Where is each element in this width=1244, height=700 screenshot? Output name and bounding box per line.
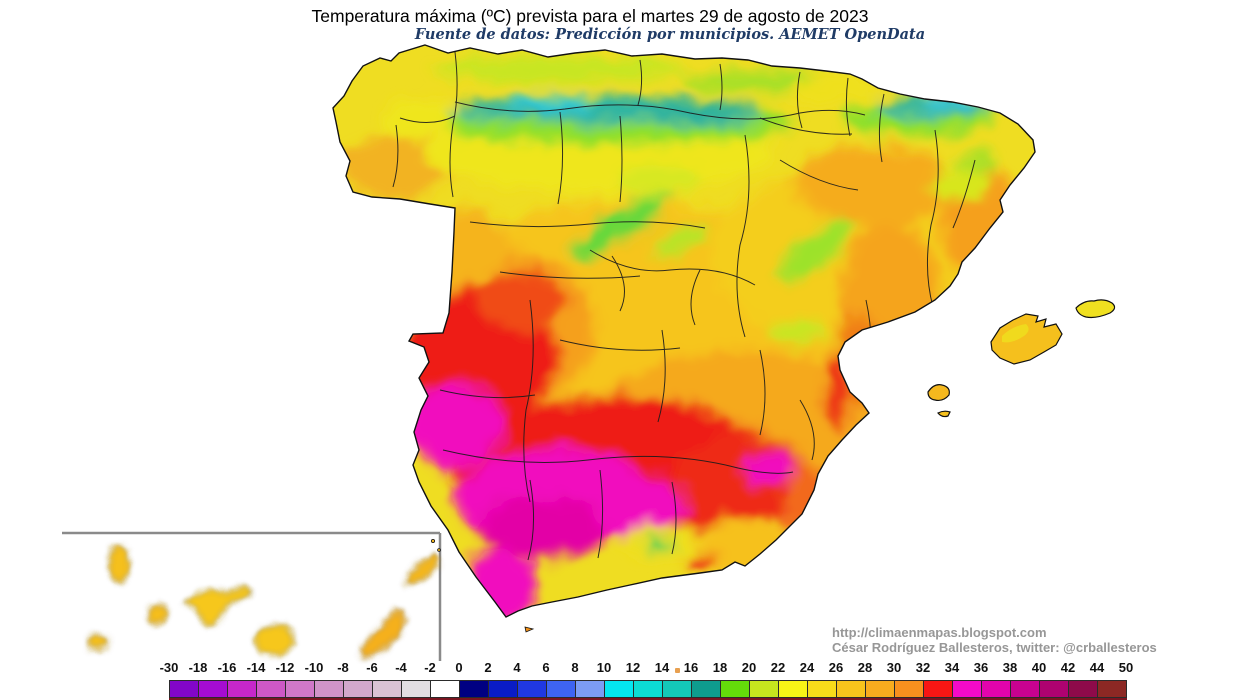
islet-dot bbox=[430, 539, 435, 544]
legend-tick-label: 50 bbox=[1118, 660, 1134, 675]
legend-cell bbox=[1068, 680, 1098, 698]
legend-cell bbox=[1097, 680, 1127, 698]
mainland-spain bbox=[332, 44, 1036, 633]
fuerteventura-island bbox=[359, 609, 406, 659]
map-subtitle: Fuente de datos: Predicción por municipi… bbox=[414, 26, 926, 43]
legend-tick-label: 24 bbox=[799, 660, 815, 675]
legend-tick-label: 30 bbox=[886, 660, 902, 675]
legend-tick-label: -12 bbox=[275, 660, 295, 675]
ceuta-dot bbox=[524, 626, 535, 633]
canary-inset bbox=[62, 531, 442, 661]
tenerife-island bbox=[184, 585, 253, 626]
legend-bar bbox=[169, 680, 1127, 698]
legend-cell bbox=[894, 680, 924, 698]
legend-tick-label: 38 bbox=[1002, 660, 1018, 675]
legend-cell bbox=[198, 680, 228, 698]
legend-tick-label: -14 bbox=[246, 660, 266, 675]
legend-tick-label: -8 bbox=[337, 660, 349, 675]
la-gomera-island bbox=[147, 604, 169, 625]
mallorca-yellow-patch bbox=[1002, 324, 1029, 343]
legend-cell bbox=[691, 680, 721, 698]
legend-tick-label: 40 bbox=[1031, 660, 1047, 675]
legend-cell bbox=[575, 680, 605, 698]
legend-cell bbox=[633, 680, 663, 698]
legend-tick-label: 8 bbox=[571, 660, 579, 675]
lanzarote-island bbox=[404, 553, 441, 587]
legend-tick-label: 16 bbox=[683, 660, 699, 675]
legend-cell bbox=[401, 680, 431, 698]
legend-tick-label: -18 bbox=[188, 660, 208, 675]
legend-cell bbox=[749, 680, 779, 698]
legend-tick-label: 26 bbox=[828, 660, 844, 675]
spain-coastline bbox=[332, 44, 1036, 618]
legend-cell bbox=[662, 680, 692, 698]
legend-tick-label: -30 bbox=[159, 660, 179, 675]
legend-cell bbox=[256, 680, 286, 698]
legend-cell bbox=[836, 680, 866, 698]
legend-cell bbox=[430, 680, 460, 698]
legend-cell bbox=[807, 680, 837, 698]
legend-cell bbox=[1039, 680, 1069, 698]
legend-cell bbox=[343, 680, 373, 698]
legend-tick-label: -2 bbox=[424, 660, 436, 675]
el-hierro-island bbox=[87, 634, 110, 651]
legend-tick-label: 10 bbox=[596, 660, 612, 675]
la-palma-island bbox=[108, 545, 130, 583]
legend-tick-label: 20 bbox=[741, 660, 757, 675]
credits-url: http://climaenmapas.blogspot.com bbox=[832, 625, 1047, 640]
credits-block: http://climaenmapas.blogspot.com César R… bbox=[832, 625, 1157, 655]
formentera-island bbox=[937, 410, 951, 418]
legend-tick-label: 36 bbox=[973, 660, 989, 675]
legend-tick-label: -6 bbox=[366, 660, 378, 675]
legend-tick-label: 6 bbox=[542, 660, 550, 675]
legend-cell bbox=[314, 680, 344, 698]
gran-canaria-island bbox=[256, 624, 294, 657]
legend-cell bbox=[517, 680, 547, 698]
legend-tick-label: 14 bbox=[654, 660, 670, 675]
legend-cell bbox=[459, 680, 489, 698]
legend-cell bbox=[865, 680, 895, 698]
legend-cell bbox=[372, 680, 402, 698]
menorca-island bbox=[1075, 299, 1116, 319]
legend-tick-label: 28 bbox=[857, 660, 873, 675]
credits-author: César Rodríguez Ballesteros, twitter: @c… bbox=[832, 640, 1157, 655]
legend-cell bbox=[720, 680, 750, 698]
mallorca-island bbox=[990, 313, 1063, 365]
legend-cell bbox=[546, 680, 576, 698]
legend-tick-label: -16 bbox=[217, 660, 237, 675]
map-title: Temperatura máxima (ºC) prevista para el… bbox=[311, 6, 869, 26]
ibiza-island bbox=[927, 384, 950, 402]
legend-cell bbox=[923, 680, 953, 698]
legend-tick-label: 4 bbox=[513, 660, 521, 675]
legend-cell bbox=[169, 680, 199, 698]
legend-tick-label: 18 bbox=[712, 660, 728, 675]
legend-cell bbox=[778, 680, 808, 698]
legend-cell bbox=[488, 680, 518, 698]
islet-dot bbox=[437, 548, 441, 552]
legend-tick-label: -4 bbox=[395, 660, 407, 675]
legend-cell bbox=[285, 680, 315, 698]
province-borders bbox=[392, 51, 976, 561]
legend-tick-label: 2 bbox=[484, 660, 492, 675]
legend-baseline bbox=[169, 698, 1127, 700]
legend-marker-dot bbox=[675, 668, 680, 673]
legend-tick-label: 22 bbox=[770, 660, 786, 675]
legend-tick-label: 44 bbox=[1089, 660, 1105, 675]
legend-cell bbox=[981, 680, 1011, 698]
legend-tick-label: 32 bbox=[915, 660, 931, 675]
legend-cell bbox=[227, 680, 257, 698]
legend-tick-label: 34 bbox=[944, 660, 960, 675]
legend-cell bbox=[952, 680, 982, 698]
temperature-legend: -30 -18 -16 -14 -12 -10 -8 -6 -4 -2 0 2 4 6 8 10 12 14 16 1… bbox=[160, 660, 1133, 700]
legend-tick-label: 0 bbox=[455, 660, 463, 675]
balearic-islands bbox=[927, 299, 1116, 418]
legend-tick-label: -10 bbox=[304, 660, 324, 675]
legend-tick-label: 12 bbox=[625, 660, 641, 675]
legend-cell bbox=[1010, 680, 1040, 698]
legend-cell bbox=[604, 680, 634, 698]
legend-tick-label: 42 bbox=[1060, 660, 1076, 675]
